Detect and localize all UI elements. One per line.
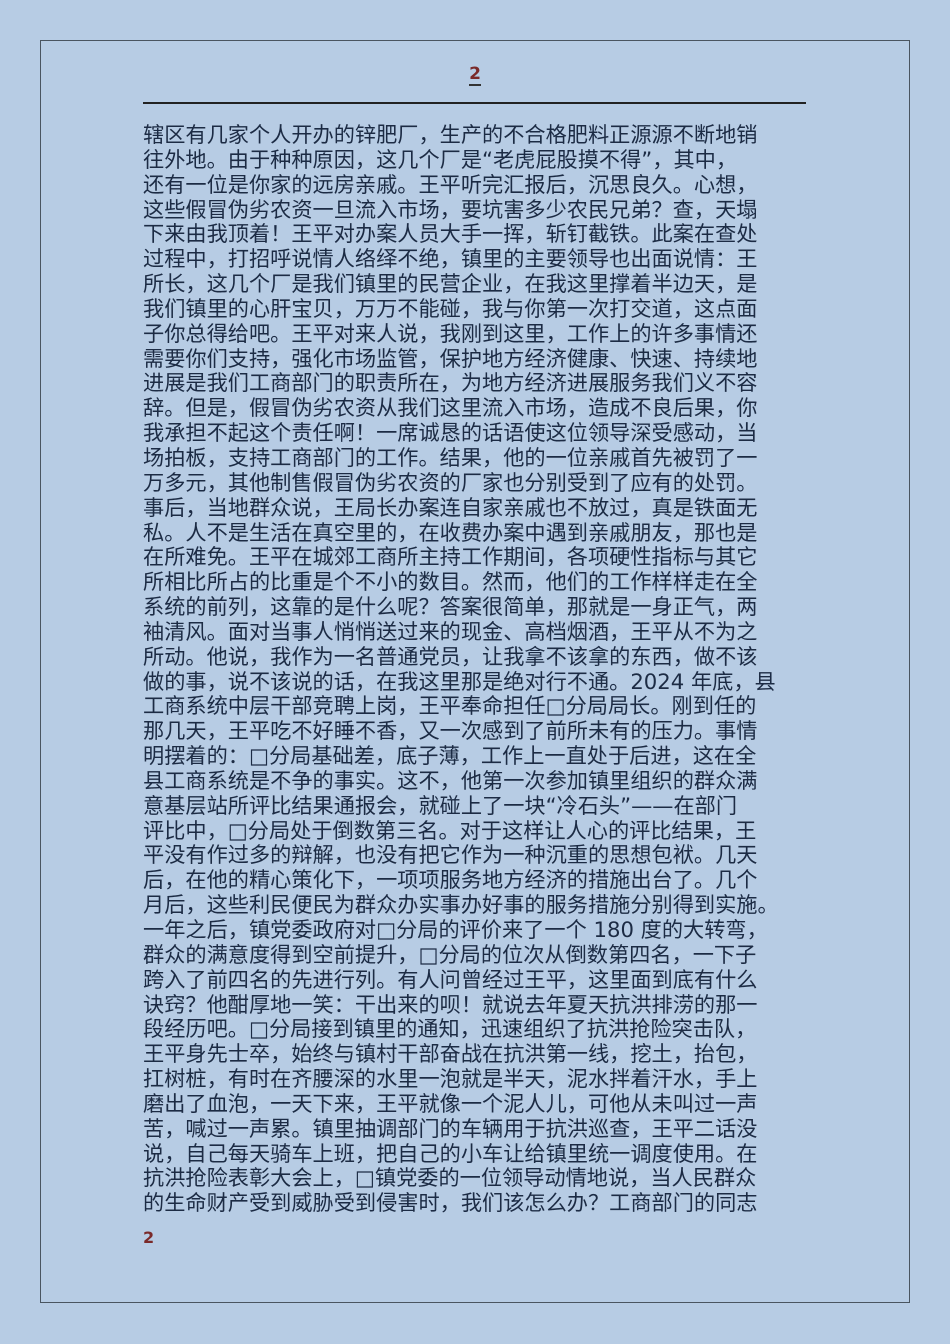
text-line: 所动。他说，我作为一名普通党员，让我拿不该拿的东西，做不该 (143, 643, 758, 669)
text-line: 平没有作过多的辩解，也没有把它作为一种沉重的思想包袱。几天 (143, 842, 758, 868)
text-line: 县工商系统是不争的事实。这不，他第一次参加镇里组织的群众满 (143, 767, 758, 793)
header-page-number-text: 2 (469, 64, 481, 86)
text-line: 做的事，说不该说的话，在我这里那是绝对行不通。2024 年底，县 (143, 668, 776, 694)
text-line: 后，在他的精心策化下，一项项服务地方经济的措施出台了。几个 (143, 867, 758, 893)
text-line: 月后，这些利民便民为群众办实事办好事的服务措施分别得到实施。 (143, 892, 779, 918)
text-line: 一年之后，镇党委政府对□分局的评价来了一个 180 度的大转弯， (143, 917, 768, 942)
text-line: 王平身先士卒，始终与镇村干部奋战在抗洪第一线，挖土，抬包， (143, 1041, 758, 1067)
text-line: 意基层站所评比结果通报会，就碰上了一块“冷石头”——在部门 (143, 792, 738, 818)
text-line: 所相比所占的比重是个不小的数目。然而，他们的工作样样走在全 (143, 569, 758, 595)
text-line: 辖区有几家个人开办的锌肥厂，生产的不合格肥料正源源不断地销 (143, 122, 758, 147)
text-line: 那几天，王平吃不好睡不香，又一次感到了前所未有的压力。事情 (143, 718, 758, 744)
text-line: 过程中，打招呼说情人络绎不绝，镇里的主要领导也出面说情：王 (143, 246, 758, 272)
footer-page-number: 2 (143, 1228, 155, 1247)
text-line: 还有一位是你家的远房亲戚。王平听完汇报后，沉思良久。心想， (143, 171, 758, 197)
text-line: 诀窍？他酣厚地一笑：干出来的呗！就说去年夏天抗洪排涝的那一 (143, 991, 758, 1017)
text-line: 事后，当地群众说，王局长办案连自家亲戚也不放过，真是铁面无 (143, 494, 758, 520)
text-line: 明摆着的：□分局基础差，底子薄，工作上一直处于后进，这在全 (143, 743, 757, 769)
text-line: 往外地。由于种种原因，这几个厂是“老虎屁股摸不得”，其中， (143, 146, 738, 172)
header-rule (143, 102, 806, 104)
text-line: 这些假冒伪劣农资一旦流入市场，要坑害多少农民兄弟？查，天塌 (143, 196, 758, 222)
text-line: 系统的前列，这靠的是什么呢？答案很简单，那就是一身正气，两 (143, 594, 758, 620)
header-page-number: 2 (0, 64, 950, 86)
text-line: 子你总得给吧。王平对来人说，我刚到这里，工作上的许多事情还 (143, 320, 758, 346)
text-line: 在所难免。王平在城郊工商所主持工作期间，各项硬性指标与其它 (143, 544, 758, 570)
body-text: 辖区有几家个人开办的锌肥厂，生产的不合格肥料正源源不断地销 往外地。由于种种原因，… (143, 122, 823, 1216)
text-line: 评比中，□分局处于倒数第三名。对于这样让人心的评比结果，王 (143, 817, 757, 843)
text-line: 工商系统中层干部竞聘上岗，王平奉命担任□分局局长。刚到任的 (143, 693, 757, 719)
text-line: 跨入了前四名的先进行列。有人问曾经过王平，这里面到底有什么 (143, 966, 758, 992)
text-line: 我承担不起这个责任啊！一席诚恳的话语使这位领导深受感动，当 (143, 420, 758, 446)
text-line: 下来由我顶着！王平对办案人员大手一挥，斩钉截铁。此案在查处 (143, 221, 758, 247)
text-line: 袖清风。面对当事人悄悄送过来的现金、高档烟酒，王平从不为之 (143, 618, 758, 644)
text-line: 苦，喊过一声累。镇里抽调部门的车辆用于抗洪巡查，王平二话没 (143, 1115, 758, 1141)
text-line: 进展是我们工商部门的职责所在，为地方经济进展服务我们义不容 (143, 370, 758, 396)
text-line: 辞。但是，假冒伪劣农资从我们这里流入市场，造成不良后果，你 (143, 395, 758, 421)
text-line: 的生命财产受到威胁受到侵害时，我们该怎么办？工商部门的同志 (143, 1190, 758, 1216)
text-line: 段经历吧。□分局接到镇里的通知，迅速组织了抗洪抢险突击队， (143, 1016, 757, 1042)
text-line: 私。人不是生活在真空里的，在收费办案中遇到亲戚朋友，那也是 (143, 519, 758, 545)
text-line: 需要你们支持，强化市场监管，保护地方经济健康、快速、持续地 (143, 345, 758, 371)
page-border (40, 40, 910, 1303)
text-line: 万多元，其他制售假冒伪劣农资的厂家也分别受到了应有的处罚。 (143, 469, 758, 495)
text-line: 我们镇里的心肝宝贝，万万不能碰，我与你第一次打交道，这点面 (143, 295, 758, 321)
text-line: 说，自己每天骑车上班，把自己的小车让给镇里统一调度使用。在 (143, 1140, 758, 1166)
text-line: 群众的满意度得到空前提升，□分局的位次从倒数第四名，一下子 (143, 941, 757, 967)
text-line: 场拍板，支持工商部门的工作。结果，他的一位亲戚首先被罚了一 (143, 444, 758, 470)
text-line: 抗洪抢险表彰大会上，□镇党委的一位领导动情地说，当人民群众 (143, 1165, 757, 1191)
text-line: 扛树桩，有时在齐腰深的水里一泡就是半天，泥水拌着汗水，手上 (143, 1066, 758, 1092)
text-line: 所长，这几个厂是我们镇里的民营企业，在我这里撑着半边天，是 (143, 271, 758, 297)
text-line: 磨出了血泡，一天下来，王平就像一个泥人儿，可他从未叫过一声 (143, 1090, 758, 1116)
